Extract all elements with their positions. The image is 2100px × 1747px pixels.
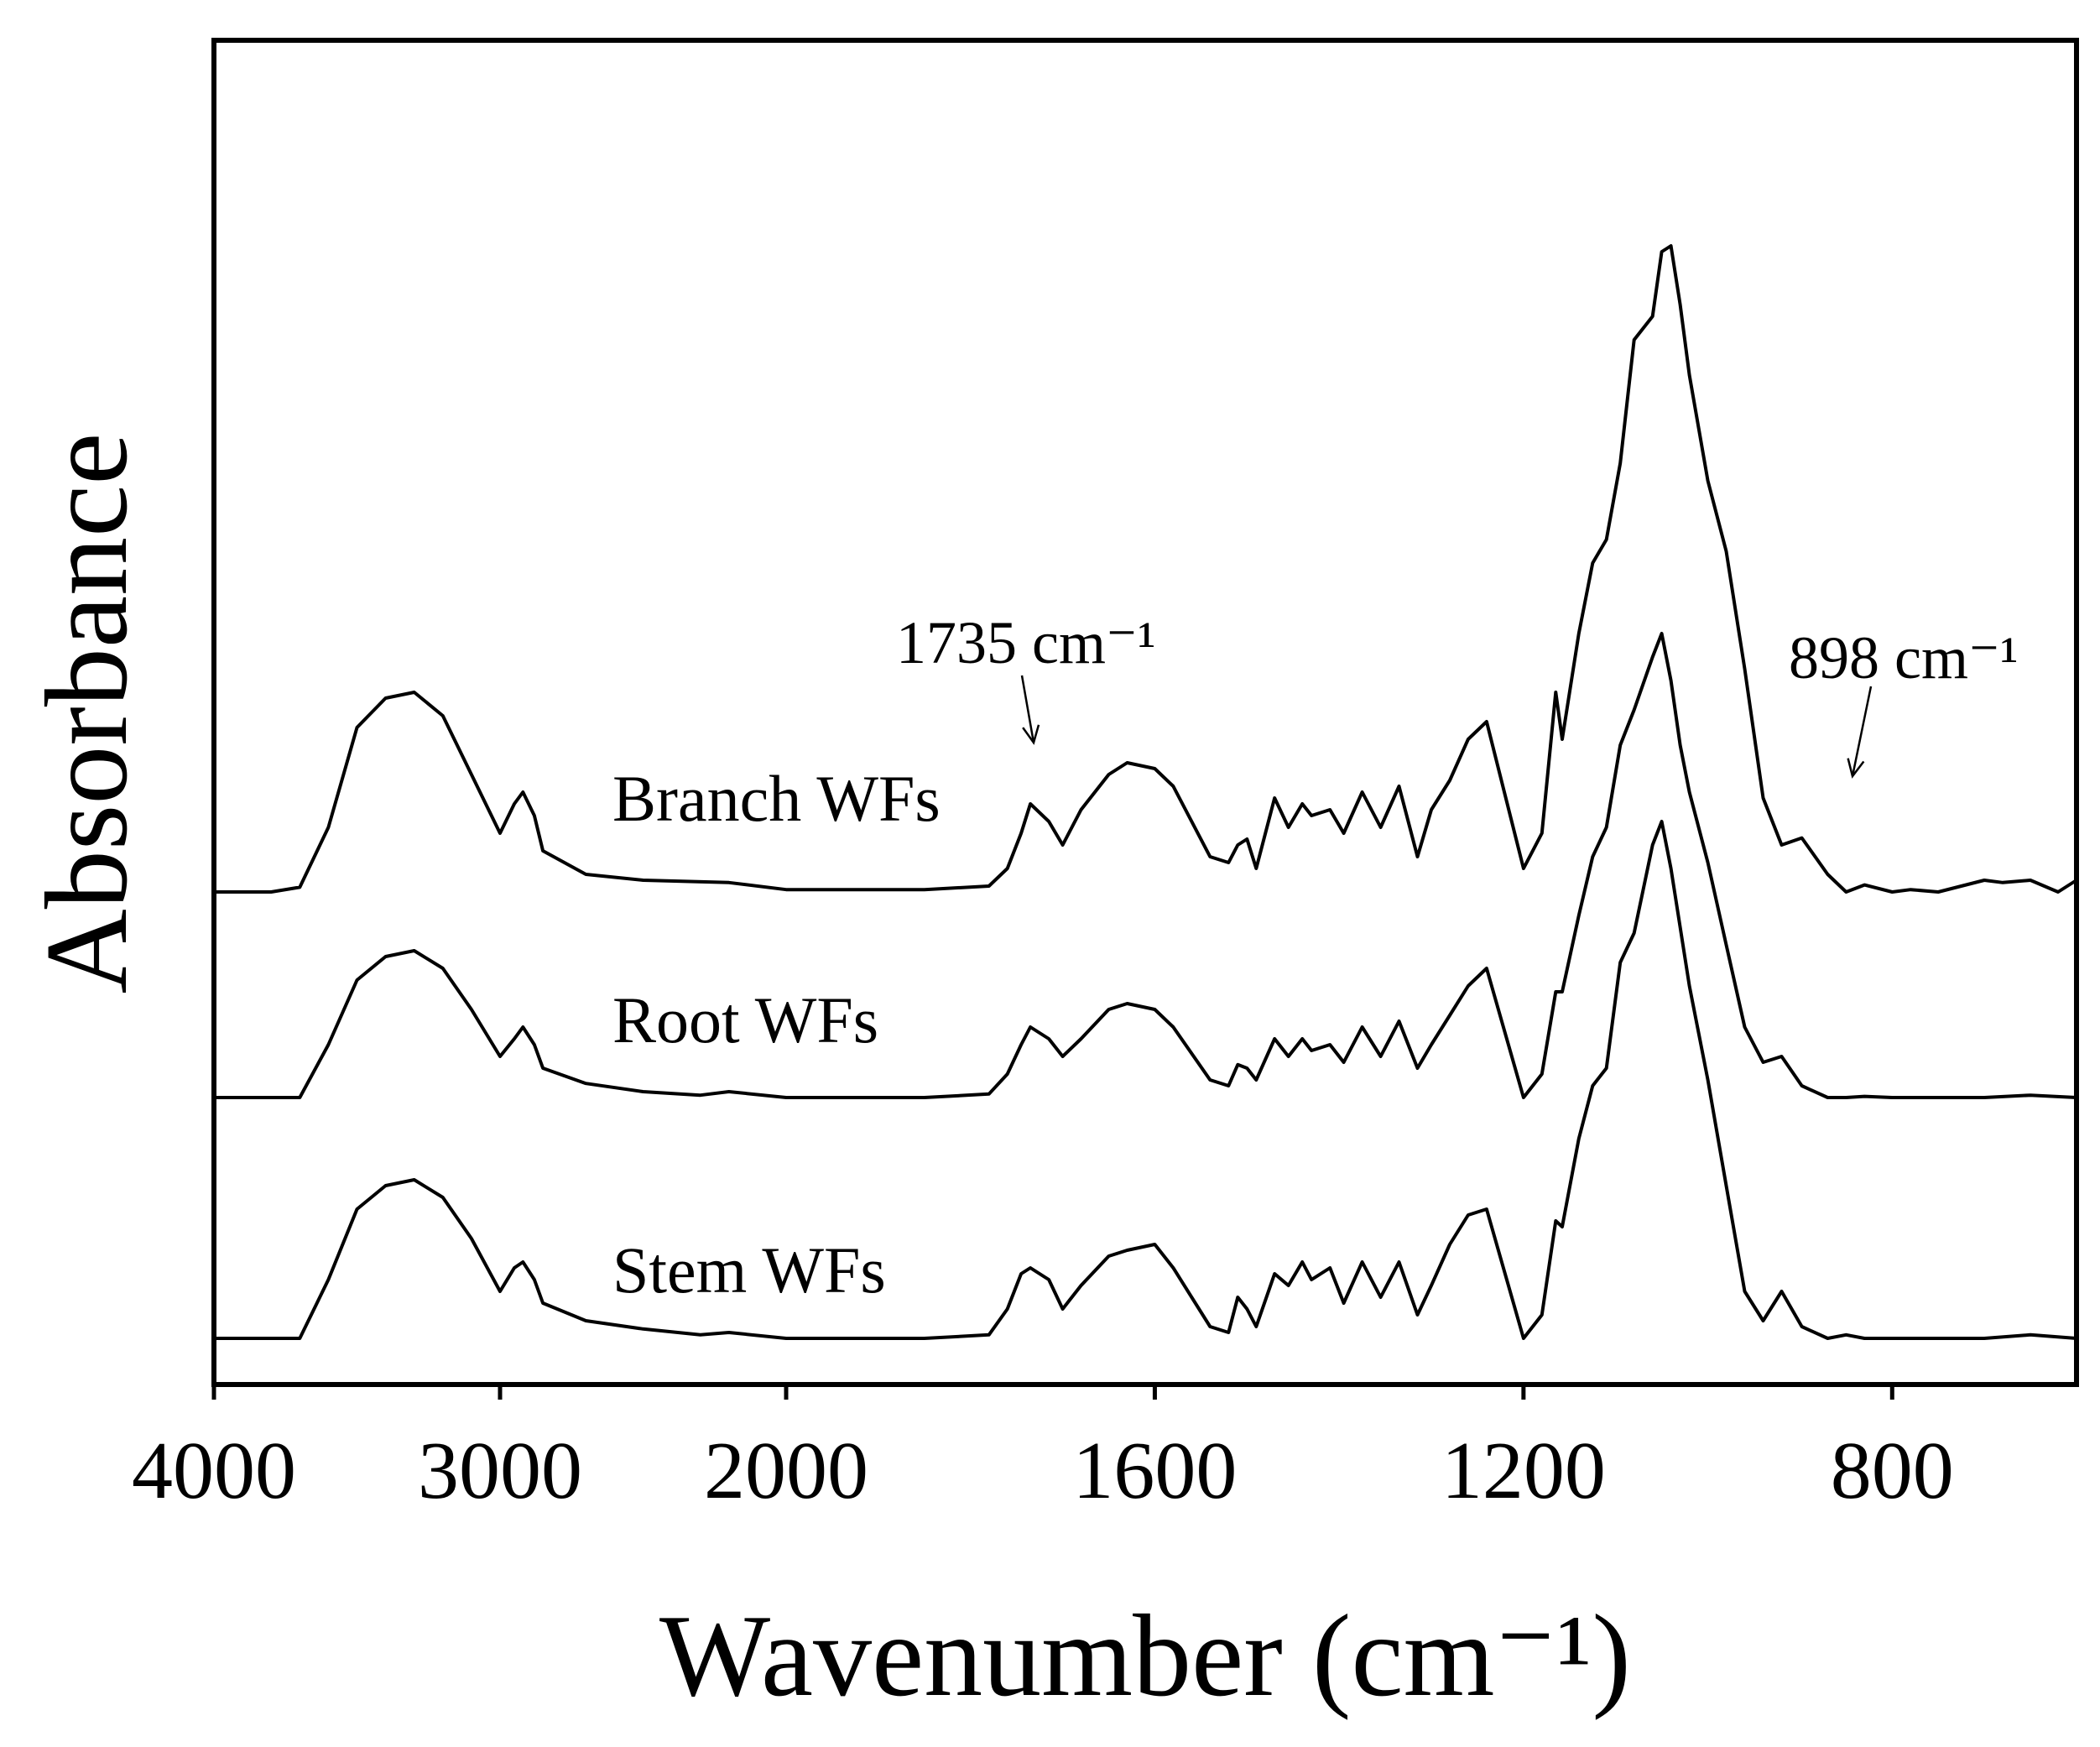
plot-frame [211, 38, 2079, 1387]
series-label-root-wfs: Root WFs [612, 983, 878, 1056]
annotation-label-898: 898 cm⁻¹ [1789, 624, 2019, 691]
x-axis-tick-labels: 4000 3000 2000 1600 1200 800 [132, 1426, 1954, 1516]
peak-annotations: 1735 cm⁻¹ 898 cm⁻¹ [896, 609, 2019, 779]
x-tick-label-800: 800 [1831, 1426, 1954, 1516]
annotation-arrow-1735 [1020, 675, 1035, 743]
annotation-arrowhead-898 [1847, 758, 1865, 779]
x-tick-label-2000: 2000 [704, 1426, 868, 1516]
x-axis-ticks [211, 1385, 1894, 1400]
x-tick-label-1600: 1600 [1072, 1426, 1237, 1516]
trace-root-wfs [212, 632, 2078, 1099]
annotation-arrowhead-1735 [1022, 724, 1040, 745]
x-tick-label-3000: 3000 [418, 1426, 582, 1516]
spectra-traces [212, 244, 2078, 1340]
x-tick-label-1200: 1200 [1441, 1426, 1606, 1516]
series-label-stem-wfs: Stem WFs [612, 1233, 886, 1306]
x-axis-title: Wavenumber (cm⁻¹) [659, 1591, 1631, 1721]
annotation-label-1735: 1735 cm⁻¹ [896, 609, 1156, 676]
series-label-branch-wfs: Branch WFs [612, 762, 941, 835]
y-axis-title: Absorbance [22, 433, 152, 994]
trace-branch-wfs [212, 244, 2078, 894]
trace-stem-wfs [212, 820, 2078, 1340]
annotation-arrow-898 [1851, 686, 1873, 777]
x-tick-label-4000: 4000 [132, 1426, 296, 1516]
series-labels: Branch WFs Root WFs Stem WFs [612, 762, 941, 1306]
